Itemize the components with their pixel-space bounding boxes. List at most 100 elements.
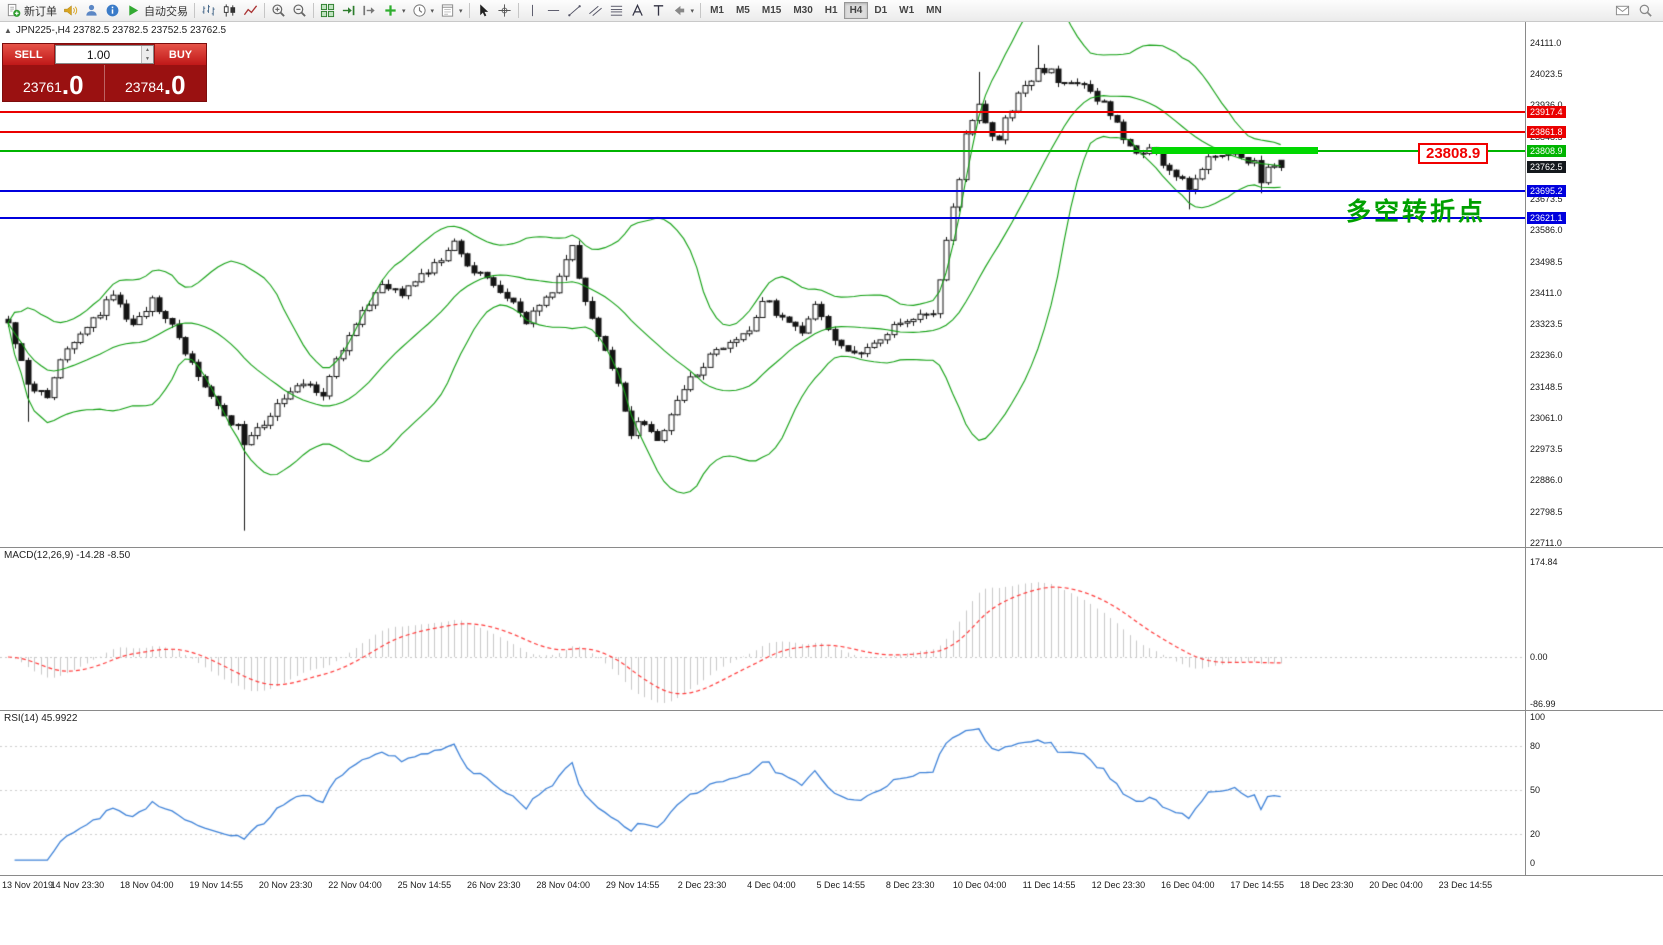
line-chart-button[interactable] xyxy=(240,1,261,20)
one-click-collapse-icon[interactable]: ▲ xyxy=(4,26,12,35)
timeframe-mn[interactable]: MN xyxy=(926,5,942,16)
timeframe-h1[interactable]: H1 xyxy=(824,5,838,16)
channel-button[interactable] xyxy=(585,1,606,20)
rsi-canvas[interactable] xyxy=(0,711,1525,875)
date-axis[interactable]: 13 Nov 2019 14 Nov 23:30 18 Nov 04:00 19 No… xyxy=(0,875,1663,897)
trendline-button[interactable] xyxy=(564,1,585,20)
price-axis-tick: 23236.0 xyxy=(1530,350,1563,361)
rsi-axis-tick: 20 xyxy=(1530,828,1541,839)
timeframe-m5[interactable]: M5 xyxy=(735,5,750,16)
price-hline-23917.4[interactable] xyxy=(0,111,1525,114)
timeframe-m15[interactable]: M15 xyxy=(761,5,782,16)
price-axis-tick: 24111.0 xyxy=(1530,38,1562,48)
volume-down-icon[interactable]: ▼ xyxy=(142,54,153,63)
price-hline-23808.9[interactable] xyxy=(0,149,1525,152)
new-order-button[interactable]: 新订单 xyxy=(3,1,60,20)
tile-windows-button[interactable] xyxy=(317,1,338,20)
timeframe-d1[interactable]: D1 xyxy=(874,5,888,16)
date-axis-label: 17 Dec 14:55 xyxy=(1230,880,1284,890)
fibonacci-button[interactable] xyxy=(606,1,627,20)
autotrading-button[interactable]: 自动交易 xyxy=(123,1,191,20)
search-button[interactable] xyxy=(1635,1,1656,20)
price-chart-canvas[interactable] xyxy=(0,22,1525,547)
timeframe-m1[interactable]: M1 xyxy=(710,5,724,16)
crosshair-button[interactable] xyxy=(494,1,515,20)
price-axis-tick: 23411.0 xyxy=(1530,287,1562,298)
toolbar-separator xyxy=(194,3,195,18)
price-hline-23621.1[interactable] xyxy=(0,216,1525,219)
horizontal-line-button[interactable] xyxy=(543,1,564,20)
date-axis-label: 2 Dec 23:30 xyxy=(677,880,727,890)
toolbar-separator xyxy=(264,3,265,18)
price-chart-panel[interactable]: ▲ JPN225-,H4 23782.5 23782.5 23752.5 237… xyxy=(0,22,1525,547)
timeframe-w1[interactable]: W1 xyxy=(899,5,915,16)
channel-icon xyxy=(588,3,603,18)
mail-button[interactable] xyxy=(1612,1,1633,20)
cursor-button[interactable] xyxy=(473,1,494,20)
chevron-down-icon: ▾ xyxy=(690,7,695,15)
alerts-button[interactable] xyxy=(60,1,81,20)
resistance-highlight-segment[interactable] xyxy=(1152,147,1318,155)
template-icon xyxy=(440,3,455,18)
sell-price[interactable]: 23761.0 xyxy=(3,65,105,101)
price-axis[interactable]: 24111.024023.523936.023848.523761.023673… xyxy=(1525,22,1663,548)
timeframe-m30[interactable]: M30 xyxy=(793,5,813,16)
timeframe-h4[interactable]: H4 xyxy=(843,2,869,19)
auto-scroll-button[interactable] xyxy=(338,1,359,20)
macd-panel[interactable]: MACD(12,26,9) -14.28 -8.50 xyxy=(0,547,1525,710)
candlestick-chart-button[interactable] xyxy=(219,1,240,20)
macd-canvas[interactable] xyxy=(0,548,1525,710)
rsi-panel[interactable]: RSI(14) 45.9922 xyxy=(0,710,1525,875)
horn-icon xyxy=(63,3,78,18)
macd-axis-tick: 174.84 xyxy=(1530,557,1558,567)
templates-button[interactable]: ▾ xyxy=(437,1,466,20)
volume-value[interactable]: 1.00 xyxy=(86,47,111,62)
text-a-icon xyxy=(630,3,645,18)
price-axis-tick: 23148.5 xyxy=(1530,381,1563,392)
zoom-in-button[interactable] xyxy=(268,1,289,20)
shapes-button[interactable]: ▾ xyxy=(669,1,698,20)
arrow-shape-icon xyxy=(672,3,687,18)
price-axis-tick: 22798.5 xyxy=(1530,506,1563,517)
chart-shift-icon xyxy=(362,3,377,18)
macd-axis[interactable]: 174.84 0.00 -86.99 xyxy=(1525,547,1663,710)
sell-button[interactable]: SELL xyxy=(3,44,54,65)
turning-point-annotation[interactable]: 多空转折点 xyxy=(1346,198,1487,226)
sell-price-main: 23761 xyxy=(22,79,62,95)
buy-price[interactable]: 23784.0 xyxy=(105,65,207,101)
price-annotation-label[interactable]: 23808.9 xyxy=(1418,143,1489,164)
macd-axis-tick: 0.00 xyxy=(1530,652,1548,662)
buy-button[interactable]: BUY xyxy=(155,44,206,65)
toolbar-separator xyxy=(700,3,702,18)
tile-icon xyxy=(320,3,335,18)
price-hline-23861.8[interactable] xyxy=(0,130,1525,133)
date-axis-label: 26 Nov 23:30 xyxy=(467,880,521,890)
chart-shift-button[interactable] xyxy=(359,1,380,20)
rsi-axis[interactable]: 100 80 50 20 0 xyxy=(1525,710,1663,875)
indicator-plus-icon xyxy=(383,3,398,18)
price-hline-23695.2[interactable] xyxy=(0,190,1525,193)
indicators-button[interactable]: ▾ xyxy=(380,1,409,20)
bar-chart-button[interactable] xyxy=(198,1,219,20)
date-axis-label: 29 Nov 14:55 xyxy=(605,880,660,890)
zoom-out-button[interactable] xyxy=(289,1,310,20)
date-axis-label: 11 Dec 14:55 xyxy=(1022,880,1076,890)
person-icon xyxy=(84,3,99,18)
date-axis-label: 5 Dec 14:55 xyxy=(816,880,866,890)
one-click-price-row: 23761.0 23784.0 xyxy=(3,65,206,101)
toolbar-separator xyxy=(313,3,314,18)
auto-scroll-icon xyxy=(341,3,356,18)
volume-control[interactable]: 1.00 ▲ ▼ xyxy=(55,45,154,64)
text-button[interactable] xyxy=(627,1,648,20)
price-axis-tick: 22886.0 xyxy=(1530,475,1563,486)
periods-button[interactable]: ▾ xyxy=(409,1,438,20)
volume-up-icon[interactable]: ▲ xyxy=(142,46,153,55)
date-axis-label: 10 Dec 04:00 xyxy=(952,880,1007,890)
community-button[interactable] xyxy=(81,1,102,20)
price-axis-tick: 23061.0 xyxy=(1530,412,1563,423)
vertical-line-button[interactable] xyxy=(522,1,543,20)
label-button[interactable] xyxy=(648,1,669,20)
rsi-axis-tick: 0 xyxy=(1530,858,1536,868)
info-button[interactable] xyxy=(102,1,123,20)
hline-price-badge: 23861.8 xyxy=(1527,125,1566,138)
